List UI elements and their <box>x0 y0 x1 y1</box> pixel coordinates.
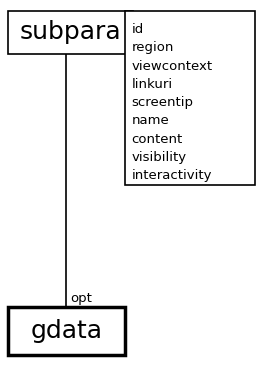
Text: viewcontext: viewcontext <box>131 60 212 73</box>
Text: subpara: subpara <box>20 20 121 44</box>
Text: name: name <box>131 114 169 128</box>
Text: region: region <box>131 41 174 54</box>
Text: content: content <box>131 133 183 146</box>
Text: interactivity: interactivity <box>131 169 212 182</box>
Bar <box>8 11 133 54</box>
Text: visibility: visibility <box>131 151 186 164</box>
Text: id: id <box>131 23 144 36</box>
Bar <box>125 11 255 185</box>
Text: linkuri: linkuri <box>131 78 172 91</box>
Text: screentip: screentip <box>131 96 193 109</box>
Text: gdata: gdata <box>30 319 102 343</box>
Text: opt: opt <box>70 292 92 305</box>
Bar <box>8 307 125 355</box>
